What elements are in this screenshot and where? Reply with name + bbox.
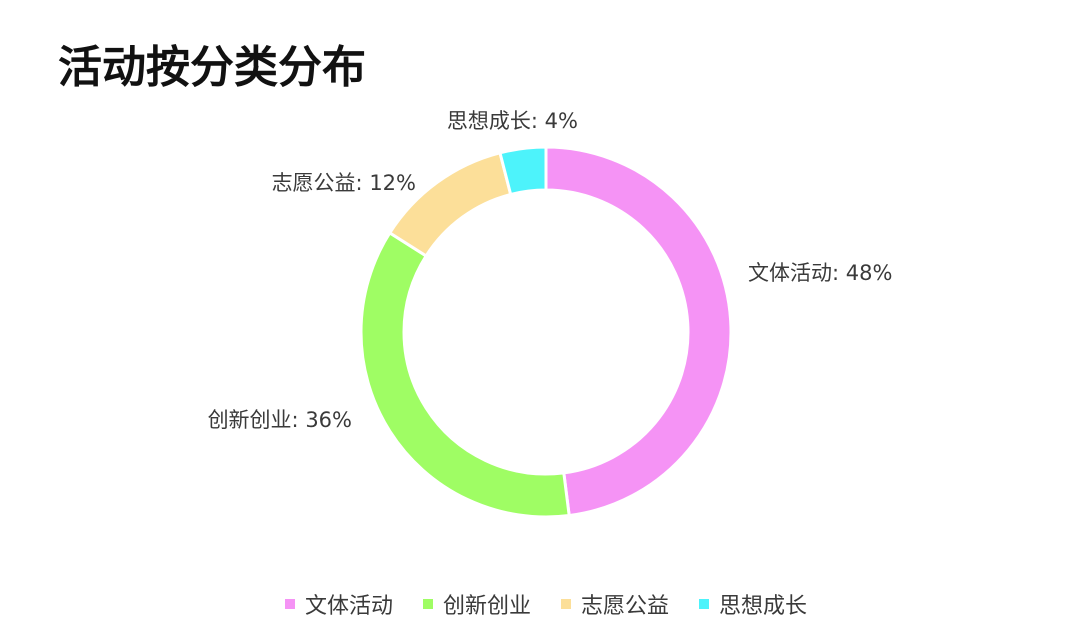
legend-label: 思想成长: [719, 594, 808, 619]
legend-swatch: [561, 599, 571, 609]
slice-label-sixiang: 思想成长: 4%: [447, 109, 578, 133]
legend-item-zhiyuan[interactable]: 志愿公益: [561, 588, 669, 620]
slice-label-wenti: 文体活动: 48%: [748, 261, 892, 285]
slice-label-zhiyuan: 志愿公益: 12%: [272, 171, 416, 195]
legend-label: 志愿公益: [581, 594, 670, 619]
legend-item-chuangxin[interactable]: 创新创业: [422, 588, 531, 620]
legend-swatch: [422, 599, 433, 609]
legend-label: 创新创业: [442, 594, 531, 619]
donut-slice-chuangxin[interactable]: [359, 230, 571, 519]
donut-slice-zhiyuan[interactable]: [387, 150, 513, 258]
slice-label-chuangxin: 创新创业: 36%: [208, 408, 352, 432]
legend-item-wenti[interactable]: 文体活动: [284, 588, 393, 620]
legend-label: 文体活动: [304, 594, 393, 619]
legend-swatch: [699, 599, 710, 609]
chart-title: 活动按分类分布: [58, 42, 366, 93]
legend-item-sixiang[interactable]: 思想成长: [699, 588, 807, 620]
donut-slice-wenti[interactable]: [544, 145, 733, 518]
legend: 文体活动 创新创业 志愿公益 思想成长: [0, 588, 1092, 620]
donut-slice-sixiang[interactable]: [498, 145, 548, 197]
legend-swatch: [284, 599, 295, 609]
